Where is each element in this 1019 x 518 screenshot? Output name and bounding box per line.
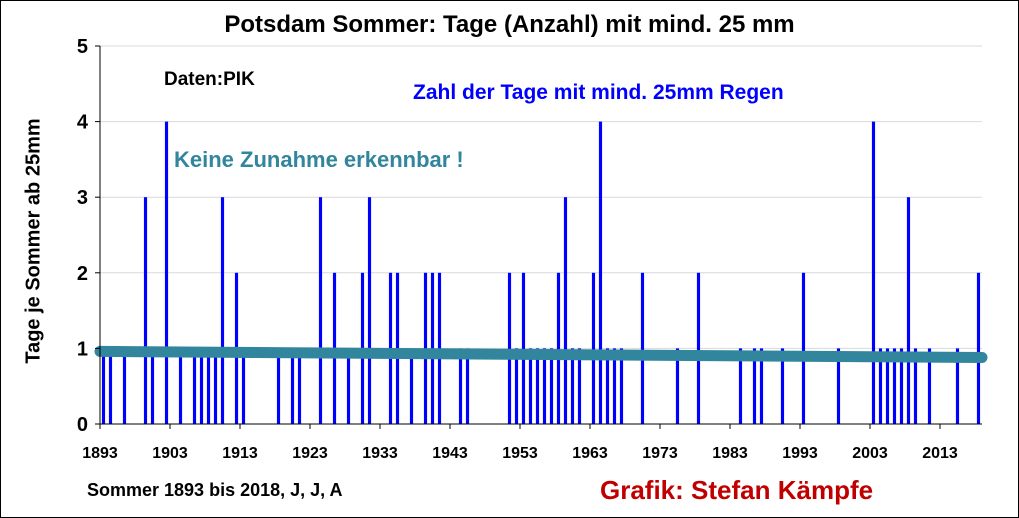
x-tick-label: 1983 [712, 445, 748, 462]
bar [122, 348, 127, 424]
bar [598, 121, 603, 424]
x-tick-label: 1953 [502, 445, 538, 462]
bar [927, 348, 932, 424]
series-annotation: Zahl der Tage mit mind. 25mm Regen [413, 81, 784, 104]
x-tick-label: 1943 [432, 445, 468, 462]
bar [178, 348, 183, 424]
bar [871, 121, 876, 424]
bar [465, 348, 470, 424]
bar [199, 348, 204, 424]
bar [458, 348, 463, 424]
y-tick-label: 4 [77, 112, 89, 134]
bar [514, 348, 519, 424]
x-tick-label: 1933 [362, 445, 398, 462]
bar [150, 348, 155, 424]
bar [549, 348, 554, 424]
bar [696, 272, 701, 424]
bar [409, 348, 414, 424]
bar [241, 348, 246, 424]
bar [605, 348, 610, 424]
chart-title: Potsdam Sommer: Tage (Anzahl) mit mind. … [224, 11, 795, 38]
bar [206, 348, 211, 424]
bar [164, 121, 169, 424]
y-tick-label: 0 [77, 414, 88, 436]
bar [220, 197, 225, 424]
bar [101, 348, 106, 424]
bar [913, 348, 918, 424]
bar [507, 272, 512, 424]
bar [955, 348, 960, 424]
bar [367, 197, 372, 424]
bar [759, 348, 764, 424]
bar [556, 272, 561, 424]
x-tick-label: 1923 [292, 445, 328, 462]
axes [95, 45, 982, 429]
bar [542, 348, 547, 424]
bar-series [101, 121, 981, 424]
bar [885, 348, 890, 424]
x-tick-label: 1993 [782, 445, 818, 462]
bar [528, 348, 533, 424]
x-tick-label: 1893 [82, 445, 118, 462]
tick-labels: 0 1 2 3 4 5 1893 1903 1913 1923 1933 1943 1953 1963 19… [77, 36, 958, 462]
y-tick-label: 5 [77, 36, 88, 58]
bar [976, 272, 981, 424]
bar [752, 348, 757, 424]
bar [521, 272, 526, 424]
bar [563, 197, 568, 424]
y-tick-label: 3 [77, 187, 88, 209]
credit-label: Grafik: Stefan Kämpfe [600, 475, 874, 505]
bar [143, 197, 148, 424]
trend-annotation: Keine Zunahme erkennbar ! [174, 147, 464, 172]
bar [290, 348, 295, 424]
trend-line-group [94, 345, 988, 363]
y-tick-label: 2 [77, 263, 88, 285]
trend-line [94, 345, 988, 363]
x-tick-label: 1903 [152, 445, 188, 462]
bar [535, 348, 540, 424]
bar [346, 348, 351, 424]
bar [619, 348, 624, 424]
bar [276, 348, 281, 424]
bar [213, 348, 218, 424]
bar [738, 348, 743, 424]
y-tick-label: 1 [77, 338, 88, 360]
bar [906, 197, 911, 424]
bar [801, 272, 806, 424]
bar [318, 197, 323, 424]
x-tick-label: 2013 [922, 445, 958, 462]
bar [591, 272, 596, 424]
bar [675, 348, 680, 424]
x-tick-label: 1963 [572, 445, 608, 462]
bar [612, 348, 617, 424]
gridlines [100, 45, 982, 349]
bar [192, 348, 197, 424]
bar [892, 348, 897, 424]
x-tick-label: 1913 [222, 445, 258, 462]
x-tick-label: 1973 [642, 445, 678, 462]
bar [570, 348, 575, 424]
bar [577, 348, 582, 424]
bar [836, 348, 841, 424]
bar [780, 348, 785, 424]
bar [297, 348, 302, 424]
bar [878, 348, 883, 424]
data-source-label: Daten:PIK [164, 69, 255, 90]
x-tick-label: 2003 [852, 445, 888, 462]
bar [640, 272, 645, 424]
bar [108, 348, 113, 424]
x-axis-caption: Sommer 1893 bis 2018, J, J, A [87, 480, 343, 500]
bar [899, 348, 904, 424]
